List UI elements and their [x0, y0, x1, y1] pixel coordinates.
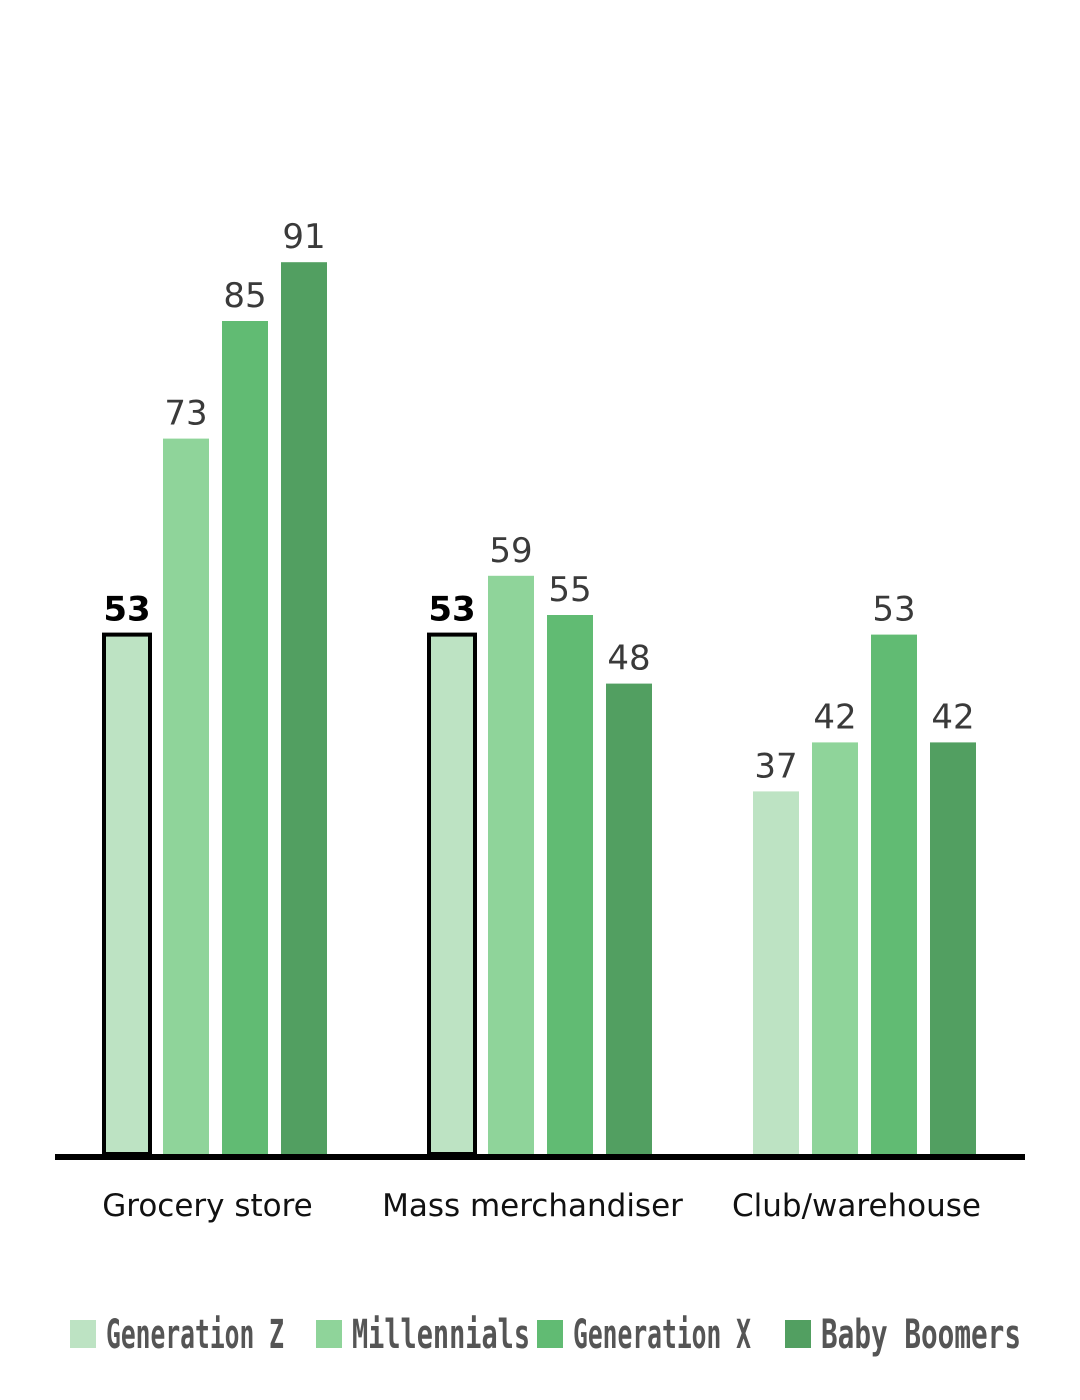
value-labels-group: 53 73 85 91 53 59 55 48 37 42 53 42 [103, 217, 974, 786]
bar-mass-merchandiser-generation-x [547, 615, 593, 1154]
legend: Generation Z Millennials Generation X Baby … [70, 1312, 1021, 1358]
value-label-mass-merchandiser-millennials: 59 [489, 531, 532, 571]
legend-label-millennials: Millennials [352, 1312, 530, 1358]
bar-mass-merchandiser-generation-z [427, 632, 477, 1156]
legend-swatch-millennials [316, 1320, 342, 1348]
category-labels-group: Grocery store Mass merchandiser Club/wareh… [102, 1188, 981, 1224]
legend-swatch-generation-x [537, 1320, 563, 1348]
bars-group [102, 262, 976, 1156]
legend-swatch-generation-z [70, 1320, 96, 1348]
value-label-grocery-store-millennials: 73 [164, 394, 207, 434]
value-label-club-warehouse-generation-x: 53 [872, 590, 915, 630]
bar-club-warehouse-generation-x [871, 634, 917, 1154]
bar-grocery-store-millennials [163, 438, 209, 1155]
bar-grocery-store-baby-boomers [281, 262, 327, 1154]
value-label-mass-merchandiser-generation-z: 53 [428, 590, 475, 630]
bar-grocery-store-generation-x [222, 321, 268, 1154]
legend-label-generation-x: Generation X [573, 1312, 751, 1358]
value-label-club-warehouse-baby-boomers: 42 [931, 697, 974, 737]
bar-mass-merchandiser-baby-boomers [606, 683, 652, 1154]
category-label-mass-merchandiser: Mass merchandiser [382, 1188, 683, 1224]
category-label-club-warehouse: Club/warehouse [732, 1188, 981, 1224]
bar-club-warehouse-generation-z [753, 791, 799, 1154]
value-label-mass-merchandiser-generation-x: 55 [548, 570, 591, 610]
value-label-grocery-store-generation-x: 85 [223, 276, 266, 316]
value-label-club-warehouse-generation-z: 37 [754, 746, 797, 786]
legend-label-generation-z: Generation Z [106, 1312, 284, 1358]
bar-mass-merchandiser-millennials [488, 575, 534, 1154]
legend-swatch-baby-boomers [785, 1320, 811, 1348]
value-label-grocery-store-baby-boomers: 91 [282, 217, 325, 257]
category-label-grocery-store: Grocery store [102, 1188, 313, 1224]
legend-label-baby-boomers: Baby Boomers [821, 1312, 1021, 1358]
value-label-grocery-store-generation-z: 53 [103, 590, 150, 630]
value-label-mass-merchandiser-baby-boomers: 48 [607, 639, 650, 679]
bar-club-warehouse-millennials [812, 742, 858, 1154]
bar-grocery-store-generation-z [102, 632, 152, 1156]
bar-club-warehouse-baby-boomers [930, 742, 976, 1154]
value-label-club-warehouse-millennials: 42 [813, 697, 856, 737]
